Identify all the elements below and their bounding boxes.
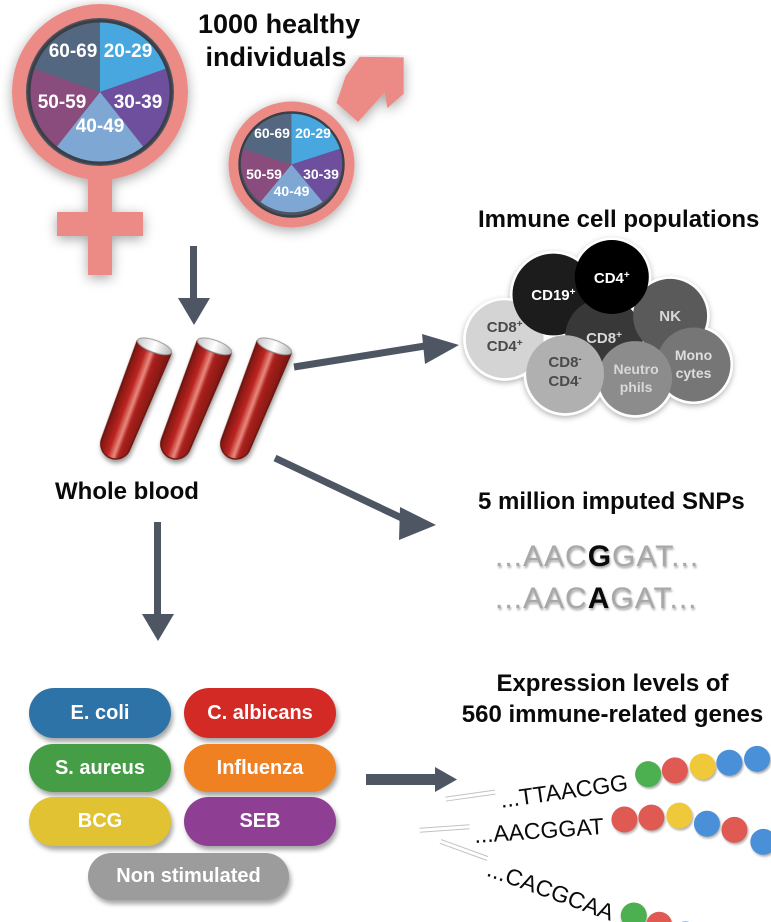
svg-text:phils: phils <box>620 379 653 395</box>
svg-text:30-39: 30-39 <box>303 166 339 182</box>
svg-text:Neutro: Neutro <box>614 361 659 377</box>
svg-text:20-29: 20-29 <box>295 125 331 141</box>
svg-text:CD8-: CD8- <box>548 354 581 372</box>
svg-text:CD4-: CD4- <box>548 373 581 391</box>
svg-text:50-59: 50-59 <box>246 166 282 182</box>
svg-text:CD19+: CD19+ <box>531 287 575 305</box>
svg-text:60-69: 60-69 <box>254 125 290 141</box>
svg-text:NK: NK <box>659 308 681 325</box>
svg-text:cytes: cytes <box>676 365 712 381</box>
svg-text:Mono: Mono <box>675 347 712 363</box>
svg-text:40-49: 40-49 <box>274 183 310 199</box>
